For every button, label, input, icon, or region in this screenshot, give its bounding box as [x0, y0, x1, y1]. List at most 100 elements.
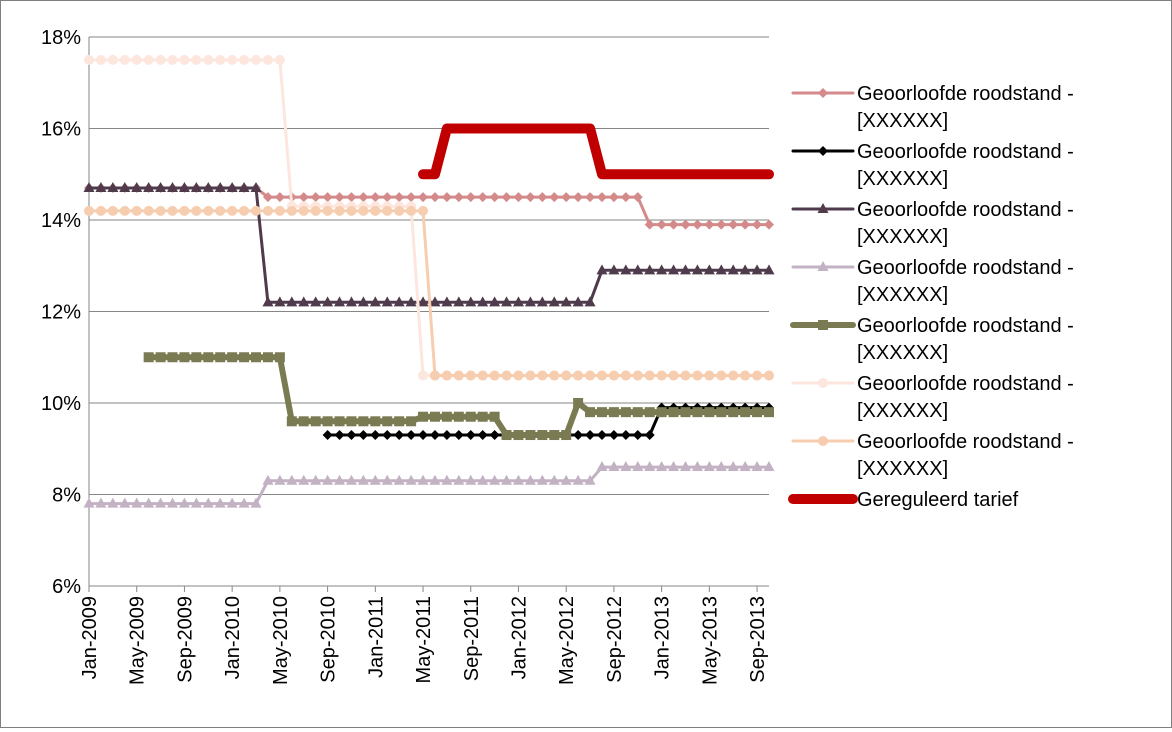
- legend-label-cont: [XXXXXX]: [857, 226, 948, 248]
- x-tick-label: Sep-2012: [604, 596, 626, 683]
- data-point: [394, 430, 405, 441]
- data-point: [179, 54, 190, 65]
- data-point: [489, 474, 501, 485]
- legend-item: Gereguleerd tarief: [788, 489, 1019, 511]
- data-point: [585, 430, 596, 441]
- legend-label: Geoorloofde roodstand -: [857, 373, 1074, 395]
- data-point: [573, 370, 584, 381]
- data-point: [394, 205, 405, 216]
- data-point: [561, 370, 572, 381]
- data-point: [346, 430, 357, 441]
- data-point: [572, 296, 584, 307]
- data-point: [537, 430, 548, 441]
- data-point: [465, 192, 476, 203]
- data-point: [262, 474, 274, 485]
- data-point: [286, 205, 297, 216]
- data-point: [620, 461, 632, 472]
- data-point: [143, 352, 154, 363]
- data-point: [178, 497, 190, 508]
- data-point: [536, 474, 548, 485]
- data-point: [763, 264, 775, 275]
- data-point: [382, 430, 393, 441]
- data-point: [608, 430, 619, 441]
- data-point: [167, 181, 179, 192]
- data-point: [513, 430, 524, 441]
- x-tick-label: May-2010: [270, 596, 292, 685]
- data-point: [818, 146, 828, 156]
- data-point: [668, 407, 679, 418]
- data-point: [203, 54, 214, 65]
- legend-label: Geoorloofde roodstand -: [857, 431, 1074, 453]
- data-point: [596, 192, 607, 203]
- x-tick-label: Sep-2013: [747, 596, 769, 683]
- data-point: [155, 54, 166, 65]
- data-point: [703, 461, 715, 472]
- y-tick-label: 6%: [52, 576, 81, 598]
- data-point: [143, 181, 155, 192]
- data-point: [715, 264, 727, 275]
- data-point: [226, 497, 238, 508]
- data-point: [202, 181, 214, 192]
- data-point: [358, 430, 369, 441]
- data-point: [84, 205, 94, 216]
- data-point: [358, 192, 369, 203]
- data-point: [477, 430, 488, 441]
- data-point: [477, 370, 488, 381]
- data-point: [382, 416, 393, 427]
- data-point: [465, 296, 477, 307]
- data-point: [751, 264, 763, 275]
- series-line: [87, 186, 771, 227]
- data-point: [501, 296, 513, 307]
- data-point: [143, 497, 155, 508]
- data-point: [119, 497, 131, 508]
- data-point: [620, 370, 631, 381]
- data-point: [501, 370, 512, 381]
- data-point: [477, 411, 488, 422]
- data-point: [83, 497, 95, 508]
- data-point: [310, 416, 321, 427]
- data-point: [131, 181, 143, 192]
- data-point: [644, 264, 656, 275]
- data-point: [692, 219, 703, 230]
- data-point: [298, 205, 309, 216]
- data-point: [572, 474, 584, 485]
- data-point: [679, 461, 691, 472]
- data-point: [716, 370, 727, 381]
- data-point: [524, 296, 536, 307]
- data-point: [382, 205, 393, 216]
- data-point: [131, 497, 143, 508]
- y-tick-label: 12%: [41, 302, 81, 324]
- data-point: [549, 192, 560, 203]
- data-point: [238, 181, 250, 192]
- data-point: [418, 411, 429, 422]
- data-point: [119, 181, 131, 192]
- data-point: [274, 296, 286, 307]
- data-point: [620, 430, 631, 441]
- data-point: [453, 430, 464, 441]
- data-point: [358, 205, 369, 216]
- data-point: [489, 411, 500, 422]
- legend-item: Geoorloofde roodstand - [XXXXXX]: [791, 141, 1074, 190]
- data-point: [548, 296, 560, 307]
- x-tick-label: Jan-2011: [365, 596, 387, 678]
- data-point: [620, 407, 631, 418]
- data-point: [536, 296, 548, 307]
- data-point: [608, 264, 620, 275]
- data-point: [155, 497, 167, 508]
- data-point: [191, 54, 202, 65]
- y-tick-label: 8%: [52, 485, 81, 507]
- y-tick-label: 18%: [41, 27, 81, 49]
- data-point: [215, 352, 226, 363]
- data-point: [608, 370, 619, 381]
- x-tick-label: Jan-2010: [222, 596, 244, 679]
- data-point: [524, 474, 536, 485]
- data-point: [818, 320, 828, 330]
- data-point: [262, 296, 274, 307]
- data-point: [203, 205, 214, 216]
- data-point: [441, 474, 453, 485]
- data-point: [703, 264, 715, 275]
- data-point: [227, 352, 238, 363]
- data-point: [274, 192, 285, 203]
- data-point: [405, 474, 417, 485]
- data-point: [381, 474, 393, 485]
